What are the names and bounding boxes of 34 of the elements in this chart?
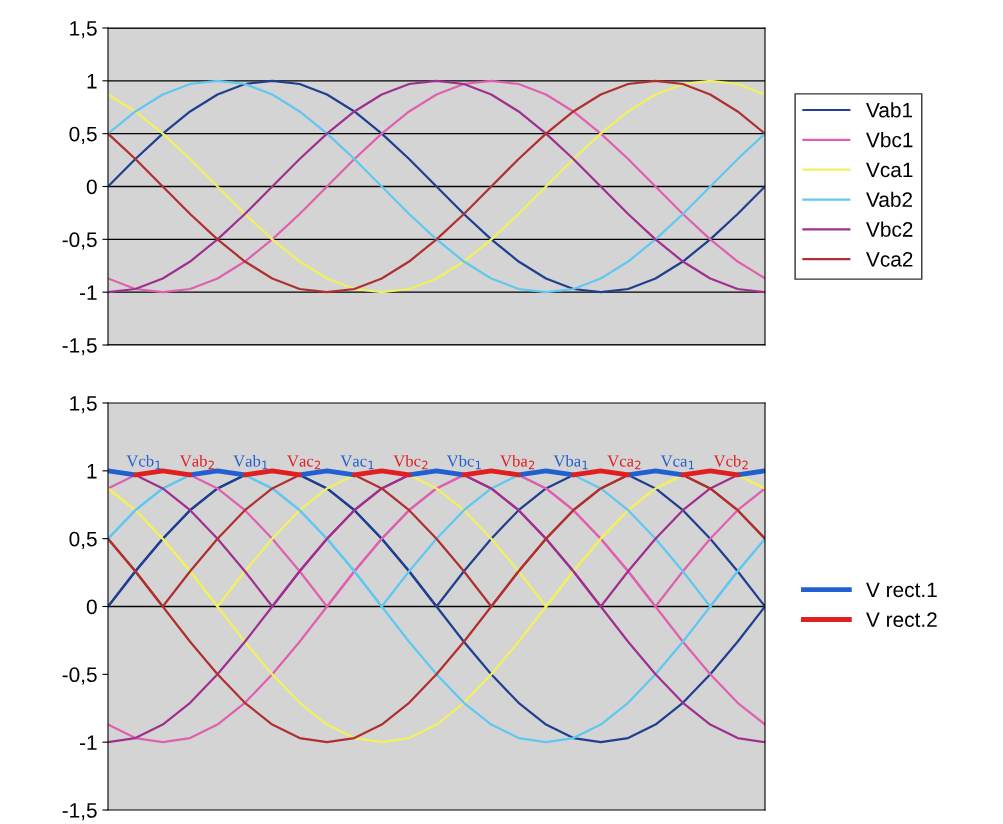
y-tick-label: -1 — [79, 285, 97, 300]
annotation: Vba$_{2}$ — [500, 454, 535, 470]
annotation: Vcb$_{2}$ — [713, 454, 748, 470]
y-tick-label: -1 — [79, 735, 97, 750]
legend-label: Vab2 — [866, 191, 913, 208]
y-tick-label: 0 — [86, 599, 97, 615]
annotation: Vca$_{1}$ — [660, 455, 694, 470]
legend-label: Vbc1 — [866, 132, 913, 148]
annotation: Vbc$_{1}$ — [446, 454, 481, 470]
annotation: Vbc$_{2}$ — [393, 454, 428, 470]
legend-label: V rect.2 — [866, 612, 937, 628]
y-tick-label: -1,5 — [62, 338, 97, 356]
y-tick-label: -0,5 — [62, 667, 97, 685]
annotation: Vca$_{2}$ — [607, 455, 641, 470]
y-tick-label: 0,5 — [69, 531, 97, 549]
y-tick-label: 1,5 — [70, 396, 97, 414]
annotation: Vab$_{1}$ — [233, 454, 268, 470]
legend-label: Vab1 — [866, 102, 913, 118]
y-tick-label: 1 — [87, 74, 97, 89]
y-tick-label: -0,5 — [62, 232, 97, 250]
annotation: Vcb$_{1}$ — [126, 454, 161, 470]
y-tick-label: 0,5 — [69, 126, 97, 144]
annotation: Vba$_{1}$ — [553, 454, 588, 470]
annotation: Vab$_{2}$ — [179, 454, 214, 470]
annotation: Vac$_{1}$ — [340, 455, 374, 470]
y-tick-label: -1,5 — [62, 803, 97, 821]
y-tick-label: 1,5 — [70, 21, 97, 39]
annotation: Vac$_{2}$ — [287, 455, 321, 470]
y-tick-label: 0 — [86, 179, 97, 195]
legend-label: V rect.1 — [866, 582, 937, 598]
y-tick-label: 1 — [87, 464, 97, 479]
legend-label: Vca2 — [866, 251, 913, 267]
legend-label: Vbc2 — [866, 221, 913, 237]
legend-label: Vca1 — [866, 162, 913, 178]
